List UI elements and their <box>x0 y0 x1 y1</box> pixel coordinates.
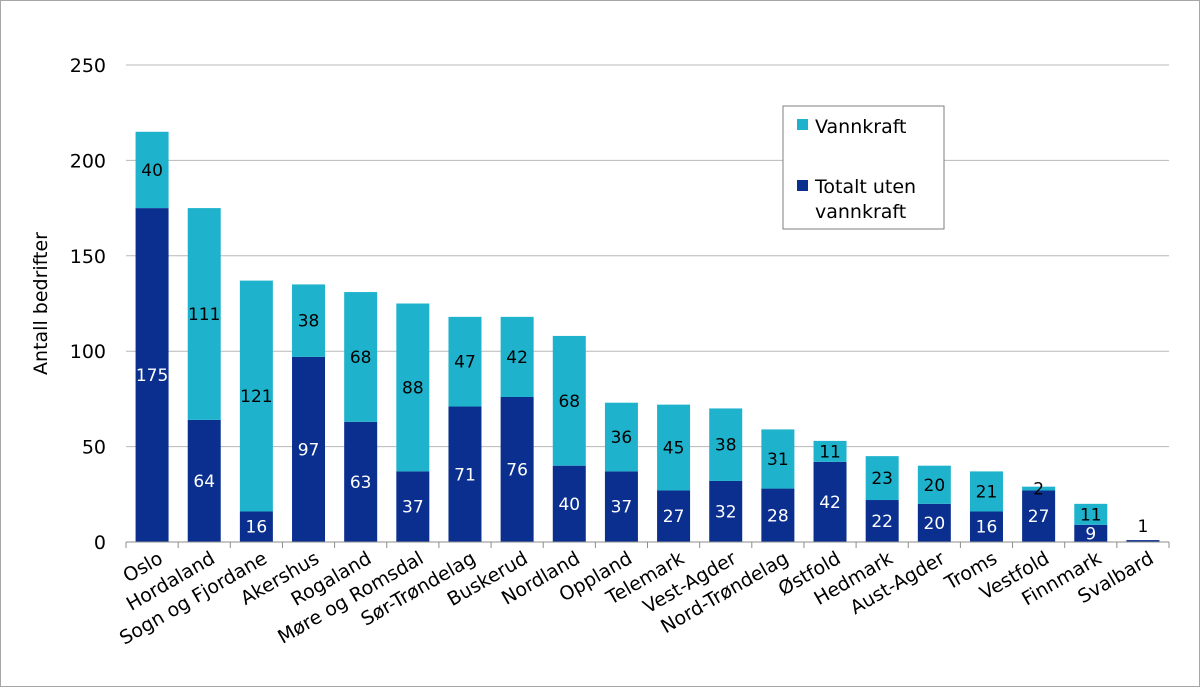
bar-vannkraft <box>1074 503 1108 525</box>
bar-totalt-uten-vannkraft <box>292 356 326 542</box>
bar-vannkraft <box>292 284 326 357</box>
bar-vannkraft <box>396 303 430 472</box>
bar-vannkraft <box>187 208 221 420</box>
y-tick-label: 0 <box>94 532 106 554</box>
y-tick-label: 100 <box>70 341 106 363</box>
data-label-totalt: 64 <box>193 472 215 492</box>
data-label-totalt: 63 <box>350 473 372 493</box>
bar-vannkraft <box>657 404 691 491</box>
bar-totalt-uten-vannkraft <box>239 511 273 542</box>
data-label-totalt: 76 <box>506 460 528 480</box>
bar-totalt-uten-vannkraft <box>709 480 743 542</box>
data-label-totalt: 40 <box>558 495 580 515</box>
bar-vannkraft <box>604 402 638 472</box>
bar-vannkraft <box>135 131 169 209</box>
data-label-totalt: 42 <box>819 493 841 513</box>
bar-totalt-uten-vannkraft <box>1126 540 1160 542</box>
legend-box <box>782 105 945 230</box>
bar-totalt-uten-vannkraft <box>917 503 951 542</box>
bar-totalt-uten-vannkraft <box>396 471 430 542</box>
data-label-totalt: 22 <box>871 512 893 532</box>
bar-totalt-uten-vannkraft <box>1022 490 1056 542</box>
legend-swatch <box>797 180 808 191</box>
bar-vannkraft <box>813 440 847 462</box>
y-tick-label: 150 <box>70 246 106 268</box>
data-label-totalt: 27 <box>663 507 685 527</box>
data-label-vannkraft: 36 <box>611 428 633 448</box>
bar-totalt-uten-vannkraft <box>448 406 482 542</box>
bar-totalt-uten-vannkraft <box>1074 524 1108 542</box>
data-label-totalt: 71 <box>454 465 476 485</box>
bar-vannkraft <box>448 316 482 407</box>
y-axis-title: Antall bedrifter <box>30 232 52 375</box>
bar-vannkraft <box>761 429 795 489</box>
legend-swatch <box>797 119 808 130</box>
bar-totalt-uten-vannkraft <box>604 471 638 542</box>
data-label-vannkraft: 47 <box>454 353 476 373</box>
bar-vannkraft <box>969 471 1003 512</box>
bar-vannkraft <box>1022 486 1056 491</box>
data-label-totalt: 16 <box>246 518 268 538</box>
data-label-totalt: 32 <box>715 502 737 522</box>
bar-vannkraft <box>552 335 586 466</box>
bar-totalt-uten-vannkraft <box>657 490 691 542</box>
data-label-totalt: 9 <box>1085 524 1096 544</box>
bar-vannkraft <box>344 292 378 422</box>
bar-vannkraft <box>239 280 273 512</box>
data-label-totalt: 175 <box>136 366 168 386</box>
bar-totalt-uten-vannkraft <box>500 396 534 542</box>
data-label-vannkraft: 11 <box>1080 505 1102 525</box>
bar-vannkraft <box>917 465 951 504</box>
data-label-totalt: 37 <box>402 498 424 518</box>
data-label-totalt: 20 <box>924 514 946 534</box>
bar-vannkraft <box>709 408 743 481</box>
data-label-vannkraft: 68 <box>558 392 580 412</box>
data-label-totalt: 27 <box>1028 507 1050 527</box>
legend-label: Vannkraft <box>815 116 907 138</box>
bar-totalt-uten-vannkraft <box>135 208 169 542</box>
data-label-vannkraft: 31 <box>767 450 789 470</box>
data-label-vannkraft: 23 <box>871 469 893 489</box>
bar-totalt-uten-vannkraft <box>552 465 586 542</box>
legend-label: Totalt uten <box>814 176 916 198</box>
bar-totalt-uten-vannkraft <box>187 419 221 542</box>
data-label-totalt: 37 <box>611 498 633 518</box>
data-label-vannkraft: 121 <box>240 387 272 407</box>
bar-vannkraft <box>865 456 899 501</box>
legend-label: vannkraft <box>815 201 906 223</box>
y-tick-label: 200 <box>70 150 106 172</box>
bar-totalt-uten-vannkraft <box>344 421 378 542</box>
data-label-vannkraft: 88 <box>402 378 424 398</box>
bar-totalt-uten-vannkraft <box>865 500 899 542</box>
bar-vannkraft <box>500 316 534 397</box>
data-label-vannkraft: 111 <box>188 305 220 325</box>
data-label-totalt: 16 <box>976 518 998 538</box>
data-label-vannkraft: 20 <box>924 476 946 496</box>
data-label-vannkraft: 2 <box>1033 480 1044 500</box>
data-label-totalt: 97 <box>298 440 320 460</box>
data-label-totalt: 28 <box>767 506 789 526</box>
data-label-vannkraft: 21 <box>976 482 998 502</box>
data-label-vannkraft: 11 <box>819 442 841 462</box>
data-label-vannkraft: 68 <box>350 348 372 368</box>
data-label-vannkraft: 38 <box>298 312 320 332</box>
y-tick-label: 50 <box>82 437 106 459</box>
data-label-totalt: 1 <box>1138 517 1149 537</box>
y-tick-label: 250 <box>70 55 106 77</box>
data-label-vannkraft: 42 <box>506 348 528 368</box>
data-label-vannkraft: 38 <box>715 436 737 456</box>
data-label-vannkraft: 40 <box>141 161 163 181</box>
bar-totalt-uten-vannkraft <box>813 461 847 542</box>
bar-totalt-uten-vannkraft <box>761 488 795 542</box>
bar-totalt-uten-vannkraft <box>969 511 1003 542</box>
data-label-vannkraft: 45 <box>663 439 685 459</box>
